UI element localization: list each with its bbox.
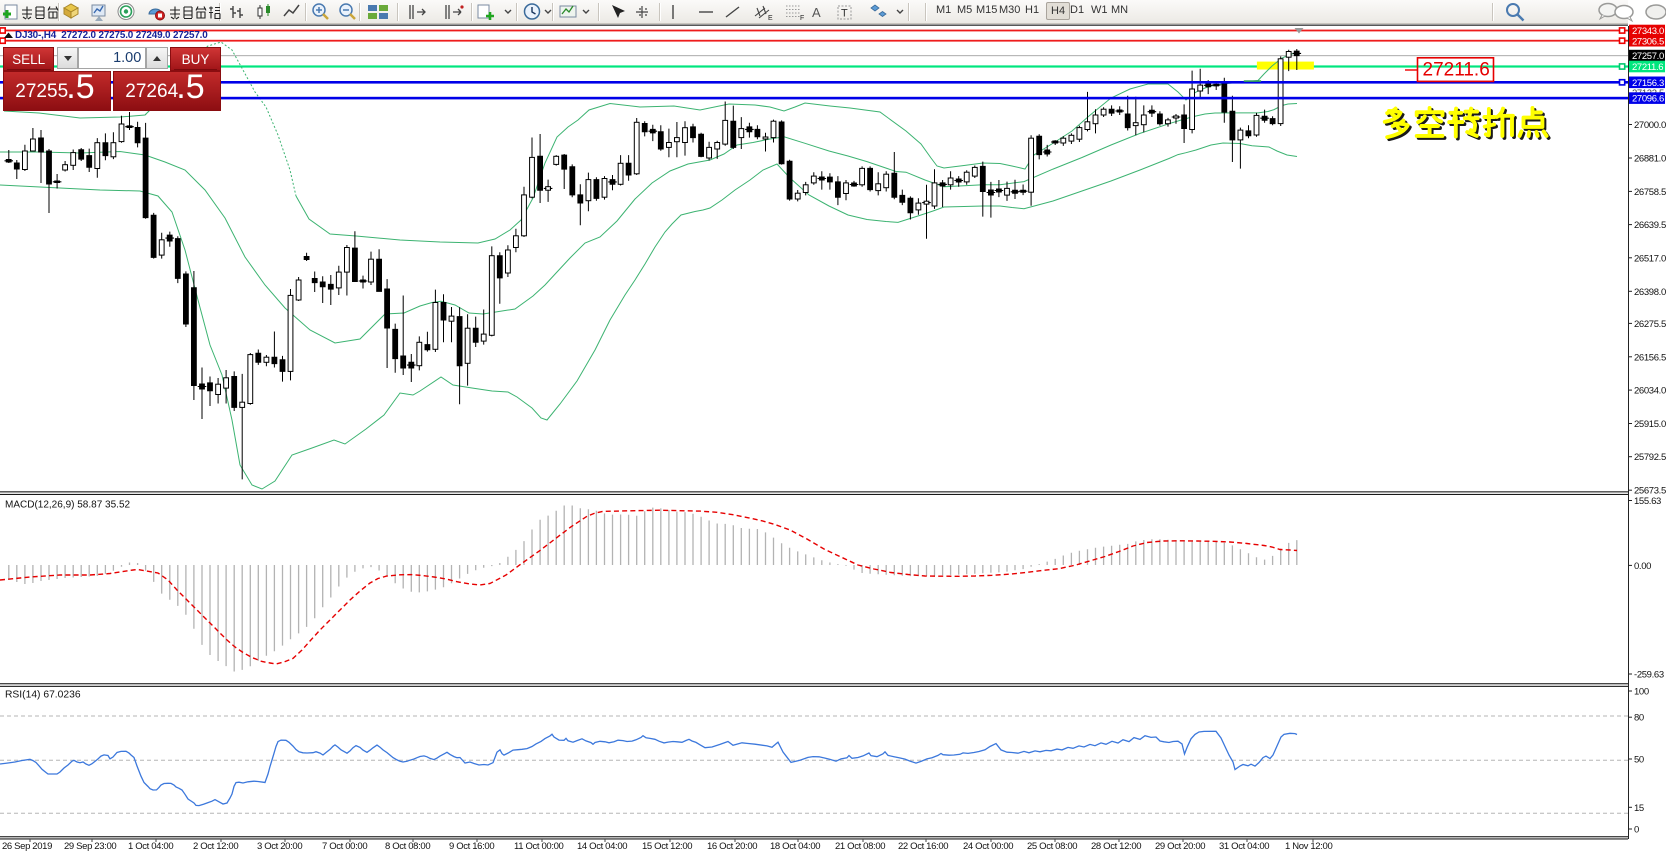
svg-text:3 Oct 20:00: 3 Oct 20:00	[257, 841, 302, 852]
svg-text:29 Sep 23:00: 29 Sep 23:00	[64, 841, 116, 852]
svg-text:25673.5: 25673.5	[1634, 486, 1666, 497]
svg-text:80: 80	[1634, 713, 1644, 724]
svg-text:27096.6: 27096.6	[1632, 94, 1664, 105]
svg-text:11 Oct 00:00: 11 Oct 00:00	[514, 841, 564, 852]
svg-text:31 Oct 04:00: 31 Oct 04:00	[1219, 841, 1269, 852]
svg-text:27000.0: 27000.0	[1634, 120, 1666, 131]
svg-text:27257.0: 27257.0	[1632, 51, 1664, 62]
svg-text:50: 50	[1634, 755, 1644, 766]
svg-text:-259.63: -259.63	[1634, 670, 1664, 681]
svg-text:7 Oct 00:00: 7 Oct 00:00	[322, 841, 367, 852]
svg-text:F: F	[800, 15, 804, 22]
svg-text:25 Oct 08:00: 25 Oct 08:00	[1027, 841, 1077, 852]
svg-text:21 Oct 08:00: 21 Oct 08:00	[835, 841, 885, 852]
svg-text:26 Sep 2019: 26 Sep 2019	[2, 841, 52, 852]
svg-text:9 Oct 16:00: 9 Oct 16:00	[449, 841, 494, 852]
svg-text:E: E	[768, 15, 773, 22]
svg-text:16 Oct 20:00: 16 Oct 20:00	[707, 841, 757, 852]
svg-text:1 Nov 12:00: 1 Nov 12:00	[1285, 841, 1332, 852]
svg-text:100: 100	[1634, 687, 1649, 698]
svg-text:T: T	[841, 8, 848, 20]
svg-text:22 Oct 16:00: 22 Oct 16:00	[898, 841, 948, 852]
svg-text:26758.5: 26758.5	[1634, 187, 1666, 198]
svg-text:26517.0: 26517.0	[1634, 253, 1666, 264]
svg-text:DJ30-,H4 27272.0 27275.0 2724: DJ30-,H4 27272.0 27275.0 27249.0 27257.0	[15, 30, 208, 41]
svg-text:25792.5: 25792.5	[1634, 452, 1666, 463]
svg-text:27211.6: 27211.6	[1423, 60, 1490, 81]
svg-text:8 Oct 08:00: 8 Oct 08:00	[385, 841, 430, 852]
svg-text:18 Oct 04:00: 18 Oct 04:00	[770, 841, 820, 852]
svg-text:26034.0: 26034.0	[1634, 386, 1666, 397]
svg-text:28 Oct 12:00: 28 Oct 12:00	[1091, 841, 1141, 852]
svg-text:15: 15	[1634, 803, 1644, 814]
svg-text:29 Oct 20:00: 29 Oct 20:00	[1155, 841, 1205, 852]
svg-text:27343.0: 27343.0	[1632, 26, 1664, 37]
svg-text:26639.5: 26639.5	[1634, 220, 1666, 231]
svg-text:0.00: 0.00	[1634, 561, 1651, 572]
svg-text:26881.0: 26881.0	[1634, 154, 1666, 165]
svg-text:A: A	[812, 5, 821, 20]
svg-text:155.63: 155.63	[1634, 496, 1661, 507]
svg-text:27306.5: 27306.5	[1632, 36, 1664, 47]
svg-text:0: 0	[1634, 825, 1639, 836]
svg-text:15 Oct 12:00: 15 Oct 12:00	[642, 841, 692, 852]
svg-text:27156.3: 27156.3	[1632, 78, 1664, 89]
svg-text:27211.6: 27211.6	[1632, 62, 1663, 73]
svg-text:MACD(12,26,9) 58.87 35.52: MACD(12,26,9) 58.87 35.52	[5, 500, 131, 511]
svg-text:26275.5: 26275.5	[1634, 319, 1666, 330]
svg-text:25915.0: 25915.0	[1634, 419, 1666, 430]
svg-text:26156.5: 26156.5	[1634, 352, 1666, 363]
svg-text:24 Oct 00:00: 24 Oct 00:00	[963, 841, 1013, 852]
svg-text:26398.0: 26398.0	[1634, 287, 1666, 298]
svg-text:14 Oct 04:00: 14 Oct 04:00	[577, 841, 627, 852]
svg-text:1 Oct 04:00: 1 Oct 04:00	[128, 841, 173, 852]
svg-text:RSI(14) 67.0236: RSI(14) 67.0236	[5, 690, 81, 701]
svg-text:2 Oct 12:00: 2 Oct 12:00	[193, 841, 238, 852]
